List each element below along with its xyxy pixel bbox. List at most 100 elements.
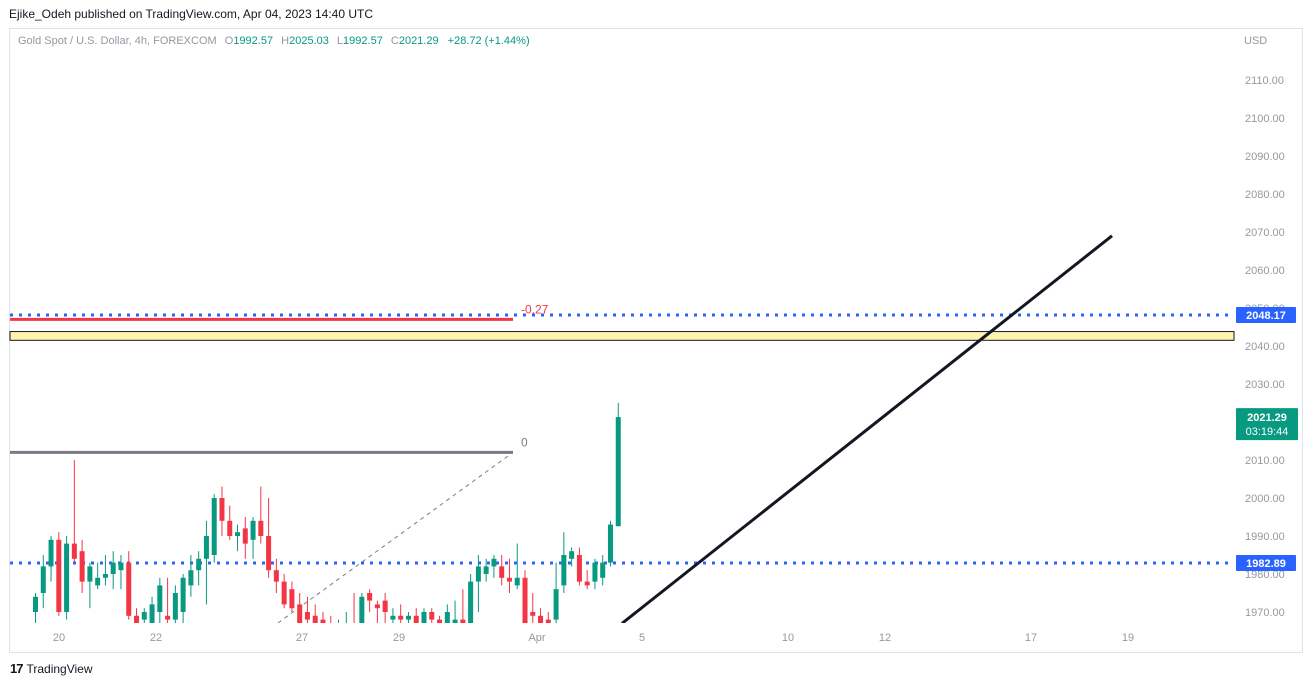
candle — [102, 555, 108, 586]
candle-body — [367, 593, 373, 601]
candle-body — [289, 589, 295, 609]
candle — [437, 615, 443, 623]
candle — [561, 532, 567, 593]
candle — [258, 486, 264, 544]
horizontal-levels-layer — [10, 313, 1234, 565]
candle-body — [607, 524, 613, 563]
candle — [172, 585, 178, 623]
candle-body — [421, 612, 427, 623]
candle-body — [405, 615, 411, 620]
candle-body — [460, 619, 466, 623]
candle-body — [180, 577, 186, 612]
candle — [134, 608, 140, 623]
candle — [600, 555, 606, 586]
candle — [359, 593, 365, 623]
level-price-badge-1 — [1236, 555, 1296, 572]
trendline-layer — [621, 234, 1113, 623]
candle — [444, 604, 450, 623]
price-tick-label: 2030.00 — [1245, 379, 1285, 391]
candle — [468, 574, 474, 623]
candle-body — [444, 612, 450, 623]
candle — [522, 570, 528, 623]
candle-body — [374, 604, 380, 609]
price-badges: 2048.17 1982.89 2021.29 03:19:44 — [1236, 306, 1298, 572]
candle-body — [320, 619, 326, 623]
candle-body — [40, 566, 46, 593]
level-price-label-0: 2048.17 — [1246, 310, 1286, 322]
candle-body — [398, 615, 404, 620]
candle-body — [87, 566, 93, 582]
high-value: 2025.03 — [289, 35, 329, 47]
candle-body — [141, 612, 147, 620]
candle — [281, 574, 287, 609]
symbol-title[interactable]: Gold Spot / U.S. Dollar, 4h, FOREXCOM — [18, 35, 217, 47]
candle-body — [188, 570, 194, 586]
candle-body — [79, 551, 85, 582]
candle-body — [390, 615, 396, 620]
candle — [382, 593, 388, 623]
price-tick-label: 2090.00 — [1245, 151, 1285, 163]
price-axis[interactable]: 1970.001980.001990.002000.002010.002020.… — [1245, 75, 1285, 619]
candle-body — [452, 619, 458, 623]
candle — [405, 612, 411, 623]
candle-body — [600, 562, 606, 578]
candle — [413, 608, 419, 623]
candle-body — [592, 562, 598, 582]
candle — [95, 562, 101, 590]
close-value: 2021.29 — [398, 35, 439, 47]
high-label: H — [281, 35, 290, 47]
current-price-label: 2021.29 — [1247, 412, 1287, 424]
candle-body — [203, 536, 209, 559]
current-price-badge — [1236, 408, 1298, 441]
candle-body — [250, 520, 256, 540]
candle-body — [165, 615, 171, 620]
price-tick-label: 2070.00 — [1245, 227, 1285, 239]
candle — [538, 608, 544, 623]
candle — [273, 558, 279, 593]
candle-body — [242, 528, 248, 544]
candle — [429, 608, 435, 623]
symbol-legend: Gold Spot / U.S. Dollar, 4h, FOREXCOM O1… — [18, 35, 530, 47]
time-tick-label: 22 — [150, 632, 162, 644]
candle — [304, 596, 310, 623]
level-price-badge-0 — [1236, 306, 1296, 323]
candle-body — [437, 619, 443, 623]
candle-body — [33, 596, 38, 612]
candle — [330, 615, 332, 623]
open-value: 1992.57 — [233, 35, 274, 47]
candle-body — [297, 604, 303, 623]
candle-body — [429, 612, 435, 620]
footer-brand[interactable]: 17 TradingView — [10, 661, 93, 676]
resistance-zone — [9, 331, 1235, 341]
price-tick-label: 2040.00 — [1245, 341, 1285, 353]
candle-body — [522, 577, 528, 623]
candle — [110, 551, 116, 590]
candle — [607, 520, 613, 567]
candle — [592, 558, 598, 590]
candle-body — [227, 520, 233, 536]
candle-body — [538, 615, 544, 623]
candle-body — [561, 555, 567, 586]
change-value: +28.72 (+1.44%) — [447, 35, 530, 47]
time-tick-label: 12 — [879, 632, 891, 644]
candle — [421, 608, 427, 623]
candle — [165, 577, 171, 623]
level-price-label-1: 1982.89 — [1246, 558, 1286, 570]
candle-body — [615, 417, 621, 527]
candle — [71, 460, 77, 563]
fib-layer: -0.27 0 — [10, 302, 549, 623]
time-axis[interactable]: 20 22 27 29 Apr 5 10 12 17 19 — [53, 632, 1134, 644]
candle — [188, 555, 194, 597]
price-tick-label: 2060.00 — [1245, 265, 1285, 277]
candle-body — [584, 581, 590, 586]
candle-body — [134, 615, 140, 623]
candle — [353, 593, 355, 623]
candle — [126, 551, 132, 620]
candle — [514, 543, 520, 590]
low-value: 1992.57 — [343, 35, 383, 47]
resistance-zone-layer — [9, 331, 1235, 341]
candle — [87, 562, 93, 609]
candle — [390, 608, 396, 623]
candle — [56, 532, 62, 616]
